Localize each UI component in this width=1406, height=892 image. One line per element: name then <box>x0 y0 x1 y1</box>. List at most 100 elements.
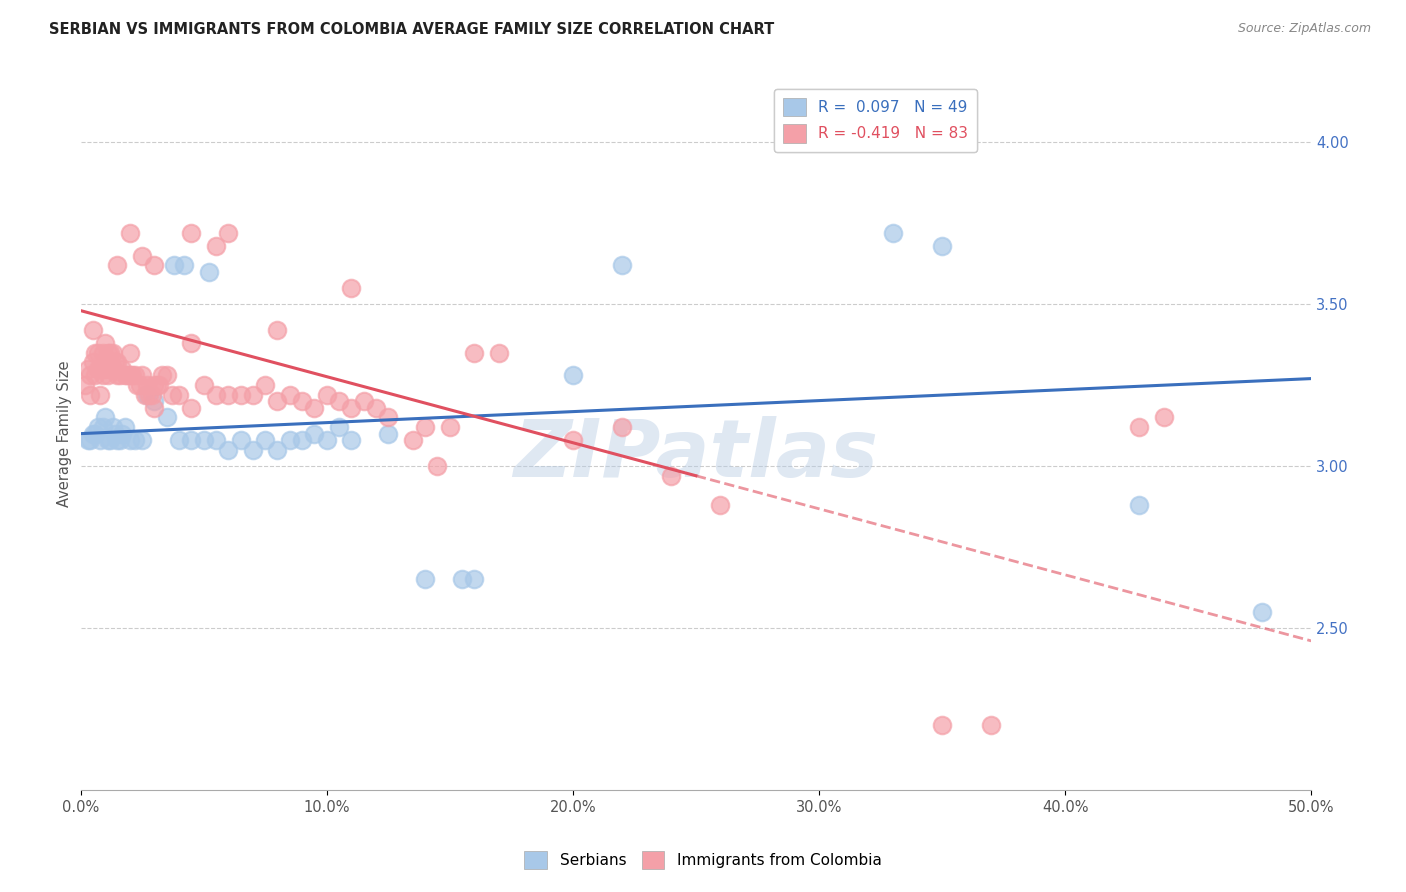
Point <box>143 394 166 409</box>
Point <box>340 401 363 415</box>
Point <box>266 323 288 337</box>
Legend: R =  0.097   N = 49, R = -0.419   N = 83: R = 0.097 N = 49, R = -0.419 N = 83 <box>773 88 977 152</box>
Point <box>84 368 107 383</box>
Point <box>107 433 129 447</box>
Point <box>94 410 117 425</box>
Point <box>143 401 166 415</box>
Point <box>98 433 121 447</box>
Point <box>131 433 153 447</box>
Point <box>167 388 190 402</box>
Point <box>101 345 124 359</box>
Point <box>278 433 301 447</box>
Point <box>111 362 134 376</box>
Point <box>138 388 160 402</box>
Point <box>1251 605 1274 619</box>
Point <box>463 345 485 359</box>
Point <box>1128 498 1150 512</box>
Point <box>315 388 337 402</box>
Point <box>340 281 363 295</box>
Point <box>79 388 101 402</box>
Point <box>79 433 101 447</box>
Point <box>340 433 363 447</box>
Point <box>402 433 425 447</box>
Point <box>413 420 436 434</box>
Point <box>217 388 239 402</box>
Point <box>167 433 190 447</box>
Point <box>266 394 288 409</box>
Point <box>91 420 114 434</box>
Point <box>121 368 143 383</box>
Point <box>426 458 449 473</box>
Point <box>156 410 179 425</box>
Point <box>242 442 264 457</box>
Point <box>163 258 186 272</box>
Point <box>87 345 110 359</box>
Point <box>148 378 170 392</box>
Point <box>610 258 633 272</box>
Point <box>173 258 195 272</box>
Point <box>205 388 228 402</box>
Text: Source: ZipAtlas.com: Source: ZipAtlas.com <box>1237 22 1371 36</box>
Point <box>82 323 104 337</box>
Point <box>75 378 97 392</box>
Point <box>266 442 288 457</box>
Point <box>97 368 120 383</box>
Point <box>87 420 110 434</box>
Point <box>328 420 350 434</box>
Point <box>488 345 510 359</box>
Point <box>160 388 183 402</box>
Point <box>104 355 127 369</box>
Point <box>114 420 136 434</box>
Point <box>278 388 301 402</box>
Point <box>561 433 583 447</box>
Point <box>451 573 474 587</box>
Point <box>291 433 314 447</box>
Point <box>193 433 215 447</box>
Point <box>77 362 100 376</box>
Point <box>931 239 953 253</box>
Point <box>1128 420 1150 434</box>
Point <box>108 368 131 383</box>
Point <box>101 362 124 376</box>
Point <box>134 388 156 402</box>
Point <box>136 378 159 392</box>
Point <box>89 388 111 402</box>
Point <box>217 226 239 240</box>
Point <box>111 426 134 441</box>
Point <box>205 239 228 253</box>
Text: SERBIAN VS IMMIGRANTS FROM COLOMBIA AVERAGE FAMILY SIZE CORRELATION CHART: SERBIAN VS IMMIGRANTS FROM COLOMBIA AVER… <box>49 22 775 37</box>
Point <box>118 345 141 359</box>
Point <box>180 401 202 415</box>
Point <box>150 368 173 383</box>
Point <box>980 718 1002 732</box>
Point <box>97 433 120 447</box>
Point <box>439 420 461 434</box>
Point <box>131 368 153 383</box>
Point <box>156 368 179 383</box>
Text: ZIPatlas: ZIPatlas <box>513 416 879 494</box>
Point <box>254 433 277 447</box>
Point <box>124 433 146 447</box>
Point <box>77 433 100 447</box>
Point <box>89 433 111 447</box>
Point <box>561 368 583 383</box>
Point <box>128 378 150 392</box>
Point <box>84 426 107 441</box>
Point <box>146 378 169 392</box>
Point <box>254 378 277 392</box>
Point <box>131 248 153 262</box>
Point <box>141 388 163 402</box>
Point <box>136 388 159 402</box>
Point <box>143 258 166 272</box>
Point <box>79 368 101 383</box>
Point <box>229 433 252 447</box>
Point <box>118 226 141 240</box>
Point <box>197 265 219 279</box>
Point <box>304 401 326 415</box>
Point <box>180 433 202 447</box>
Point <box>127 378 149 392</box>
Point <box>124 368 146 383</box>
Point <box>180 226 202 240</box>
Point <box>193 378 215 392</box>
Legend: Serbians, Immigrants from Colombia: Serbians, Immigrants from Colombia <box>519 845 887 875</box>
